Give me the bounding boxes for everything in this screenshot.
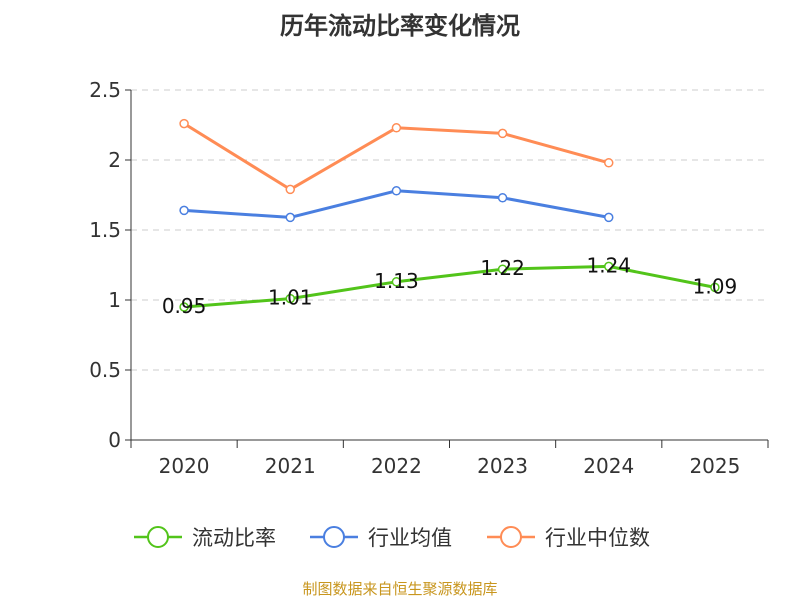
data-point [391,277,402,287]
data-point [497,264,508,274]
x-tick-label: 2020 [159,454,210,478]
data-label: 1.22 [480,256,525,280]
x-tick-label: 2023 [477,454,528,478]
legend-label: 行业中位数 [545,526,650,550]
data-point [604,158,614,168]
series-line [183,264,716,309]
x-tick-label: 2024 [583,454,634,478]
y-tick-label: 2 [108,148,121,172]
data-label: 1.24 [586,253,631,277]
series-line [183,122,610,191]
data-point [179,302,189,312]
y-tick-label: 1.5 [89,218,121,242]
data-point [285,293,295,304]
legend-item[interactable]: 行业中位数 [487,526,650,550]
data-label: 1.09 [693,274,738,298]
data-point [179,205,189,216]
data-point [604,212,614,223]
chart-title: 历年流动比率变化情况 [280,12,520,40]
data-point [497,128,508,139]
x-tick-label: 2022 [371,454,422,478]
data-point [710,282,720,293]
data-point [497,193,508,203]
data-point [391,186,402,196]
legend-marker [500,526,522,548]
data-label: 1.01 [268,286,313,310]
y-tick-label: 0 [108,428,121,452]
legend-marker [147,526,169,548]
data-point [604,261,614,272]
legend-marker [323,526,345,548]
legend-item[interactable]: 流动比率 [134,526,276,550]
y-tick-label: 1 [108,288,121,312]
data-label: 1.13 [374,269,419,293]
data-point [285,184,295,195]
data-point [285,212,295,223]
legend-item[interactable]: 行业均值 [310,526,452,550]
y-tick-label: 0.5 [89,358,121,382]
x-tick-label: 2021 [265,454,316,478]
source-footer: 制图数据来自恒生聚源数据库 [302,580,498,598]
data-label: 0.95 [162,294,207,318]
legend-label: 流动比率 [192,526,276,550]
data-point [391,123,402,133]
legend-label: 行业均值 [368,526,452,550]
y-tick-label: 2.5 [89,78,121,102]
x-tick-label: 2025 [689,454,740,478]
data-point [179,118,189,129]
